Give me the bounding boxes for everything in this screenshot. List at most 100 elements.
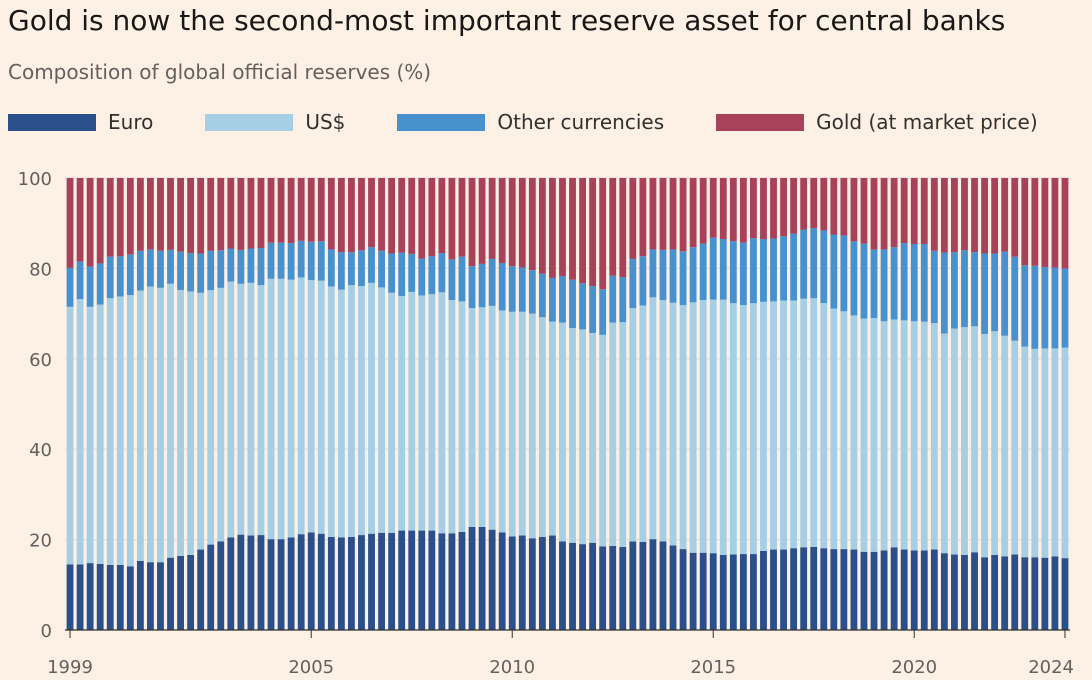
- bar-segment: [729, 554, 737, 630]
- bar-segment: [1061, 268, 1069, 348]
- bar-segment: [1001, 556, 1009, 630]
- bar-segment: [257, 248, 265, 286]
- bar-segment: [609, 275, 617, 323]
- bar-segment: [378, 250, 385, 288]
- bar-segment: [518, 311, 526, 536]
- bar-segment: [569, 178, 576, 280]
- bar-segment: [629, 258, 637, 309]
- bar-segment: [348, 178, 355, 253]
- bar-segment: [368, 533, 375, 630]
- bar-segment: [930, 323, 938, 550]
- bar-segment: [327, 286, 335, 537]
- bar-segment: [780, 178, 787, 237]
- bar-segment: [518, 178, 526, 268]
- bar-segment: [709, 237, 717, 300]
- bar-segment: [770, 238, 777, 302]
- bar-segment: [900, 320, 908, 550]
- legend-swatch-euro: [8, 113, 96, 131]
- bar-segment: [760, 178, 767, 240]
- bar-segment: [1011, 178, 1019, 257]
- bar-segment: [96, 304, 104, 565]
- y-tick-label: 20: [29, 531, 52, 552]
- bar-segment: [810, 546, 818, 630]
- legend-swatch-usd: [205, 113, 294, 131]
- bar-segment: [388, 253, 396, 293]
- bar-segment: [267, 178, 275, 243]
- bar-segment: [920, 550, 928, 630]
- bar-segment: [277, 242, 285, 279]
- bar-segment: [900, 549, 908, 630]
- bar-segment: [820, 178, 828, 231]
- bar-segment: [659, 541, 667, 630]
- bar-segment: [538, 273, 546, 318]
- bar-segment: [378, 178, 385, 251]
- bar-segment: [66, 178, 74, 268]
- bar-segment: [448, 300, 456, 534]
- bar-segment: [287, 279, 295, 538]
- bar-segment: [207, 250, 215, 291]
- bar-segment: [438, 178, 446, 254]
- bar-segment: [267, 242, 275, 279]
- bar-segment: [76, 261, 84, 300]
- legend-item-gold: Gold (at market price): [716, 110, 1038, 134]
- bar-segment: [880, 550, 888, 630]
- bar-segment: [860, 178, 868, 244]
- bar-segment: [528, 178, 536, 271]
- bar-segment: [458, 178, 466, 257]
- x-tick-label: 2010: [489, 657, 535, 678]
- bar-segment: [579, 329, 586, 545]
- bar-segment: [498, 532, 506, 630]
- legend-label-other-currencies: Other currencies: [497, 110, 665, 134]
- chart-subtitle: Composition of global official reserves …: [8, 60, 432, 84]
- bar-segment: [217, 541, 225, 630]
- bar-segment: [96, 564, 104, 630]
- bar-segment: [609, 322, 617, 546]
- bar-segment: [1011, 340, 1019, 555]
- bar-segment: [428, 530, 436, 630]
- legend: Euro US$ Other currencies Gold (at marke…: [8, 110, 1090, 134]
- legend-label-euro: Euro: [108, 110, 154, 134]
- bar-segment: [508, 178, 516, 267]
- bar-segment: [689, 552, 697, 630]
- legend-item-usd: US$: [205, 110, 345, 134]
- bar-segment: [468, 266, 476, 309]
- bar-segment: [277, 539, 285, 630]
- bar-segment: [106, 564, 114, 630]
- bar-segment: [126, 295, 134, 567]
- bar-segment: [448, 533, 456, 630]
- bar-segment: [850, 549, 858, 630]
- bar-segment: [930, 549, 938, 630]
- bar-segment: [961, 250, 968, 328]
- bars-layer: [66, 178, 1069, 630]
- bar-segment: [659, 178, 667, 250]
- bar-segment: [870, 249, 878, 319]
- bar-segment: [458, 531, 466, 630]
- y-tick-label: 100: [18, 169, 52, 190]
- bar-segment: [358, 535, 365, 630]
- bar-segment: [589, 178, 597, 287]
- bar-segment: [136, 560, 144, 630]
- bar-segment: [1001, 335, 1009, 557]
- bar-segment: [1041, 557, 1049, 630]
- bar-segment: [679, 251, 687, 306]
- y-tick-label: 60: [29, 350, 52, 371]
- bar-segment: [478, 263, 486, 308]
- bar-segment: [599, 289, 607, 335]
- bar-segment: [116, 296, 124, 565]
- legend-item-other-currencies: Other currencies: [397, 110, 664, 134]
- bar-segment: [126, 566, 134, 630]
- bar-segment: [458, 256, 466, 302]
- bar-segment: [639, 305, 647, 542]
- bar-segment: [1021, 557, 1029, 630]
- bar-segment: [910, 550, 918, 630]
- bar-segment: [830, 234, 838, 309]
- bar-segment: [991, 178, 999, 254]
- bar-segment: [659, 249, 667, 301]
- bar-segment: [1001, 178, 1009, 252]
- bar-segment: [1011, 256, 1019, 341]
- bar-segment: [116, 564, 124, 630]
- bar-segment: [549, 535, 556, 630]
- bar-segment: [830, 549, 838, 630]
- bar-segment: [750, 178, 757, 239]
